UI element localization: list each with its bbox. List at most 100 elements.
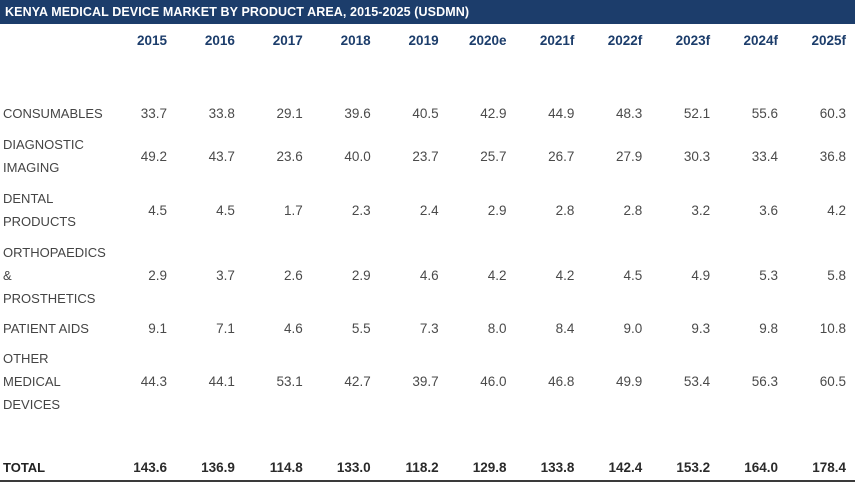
header-row: 2015 2016 2017 2018 2019 2020e 2021f 202… xyxy=(0,24,855,57)
row-label: CONSUMABLES xyxy=(3,105,103,121)
table-cell: 4.5 xyxy=(216,202,235,218)
table-cell: 44.3 xyxy=(140,374,168,389)
table-cell: 56.3 xyxy=(751,374,779,389)
total-cell: 129.8 xyxy=(472,459,507,475)
table-row: OTHER MEDICAL DEVICES 44.3 44.1 53.1 42.… xyxy=(0,343,855,420)
table-cell: 26.7 xyxy=(548,148,575,164)
table-cell: 25.7 xyxy=(480,148,507,164)
table-cell: 39.6 xyxy=(344,105,371,121)
table-cell: 2.9 xyxy=(351,268,371,283)
spacer-row xyxy=(0,420,855,442)
total-cell: 136.9 xyxy=(201,459,235,475)
table-cell: 53.1 xyxy=(276,374,303,389)
row-label: OTHER MEDICAL DEVICES xyxy=(3,351,61,412)
column-header: 2021f xyxy=(539,33,575,48)
table-cell: 44.1 xyxy=(208,374,235,389)
table-cell: 49.2 xyxy=(140,148,168,164)
table-cell: 10.8 xyxy=(819,321,846,336)
total-cell: 133.0 xyxy=(336,459,371,475)
table-cell: 8.0 xyxy=(487,321,507,336)
table-cell: 33.7 xyxy=(140,105,168,121)
table-cell: 5.8 xyxy=(827,268,846,283)
column-header: 2016 xyxy=(204,33,235,48)
column-header: 2017 xyxy=(272,33,303,48)
table-cell: 3.6 xyxy=(759,202,779,218)
table-cell: 23.6 xyxy=(276,148,303,164)
table-cell: 36.8 xyxy=(819,148,846,164)
table-cell: 52.1 xyxy=(683,105,711,121)
table-cell: 43.7 xyxy=(208,148,235,164)
table-cell: 2.3 xyxy=(351,202,371,218)
table-cell: 42.9 xyxy=(480,105,507,121)
table-cell: 2.8 xyxy=(555,202,575,218)
table-cell: 9.3 xyxy=(691,321,711,336)
table-cell: 60.3 xyxy=(819,105,846,121)
table-cell: 2.8 xyxy=(623,202,643,218)
row-label: ORTHOPAEDICS & PROSTHETICS xyxy=(3,245,106,306)
column-header: 2022f xyxy=(607,33,643,48)
table-cell: 4.6 xyxy=(419,268,439,283)
total-cell: 143.6 xyxy=(133,459,168,475)
table-cell: 4.2 xyxy=(487,268,507,283)
table-cell: 2.9 xyxy=(148,268,168,283)
table-cell: 8.4 xyxy=(555,321,575,336)
table-cell: 3.7 xyxy=(216,268,235,283)
table-cell: 33.4 xyxy=(751,148,779,164)
table-cell: 9.8 xyxy=(759,321,779,336)
table-cell: 39.7 xyxy=(412,374,439,389)
column-header: 2018 xyxy=(340,33,371,48)
total-cell: 142.4 xyxy=(608,459,643,475)
market-table: 2015 2016 2017 2018 2019 2020e 2021f 202… xyxy=(0,24,855,492)
table-cell: 5.5 xyxy=(351,321,371,336)
table-cell: 4.2 xyxy=(827,202,846,218)
table-cell: 4.2 xyxy=(555,268,575,283)
spacer-row xyxy=(0,57,855,97)
table-cell: 4.9 xyxy=(691,268,711,283)
table-row: ORTHOPAEDICS & PROSTHETICS 2.9 3.7 2.6 2… xyxy=(0,237,855,314)
total-label: TOTAL xyxy=(3,459,46,475)
table-cell: 40.5 xyxy=(412,105,439,121)
table-cell: 3.2 xyxy=(691,202,711,218)
table-row: CONSUMABLES 33.7 33.8 29.1 39.6 40.5 42.… xyxy=(0,97,855,129)
table-cell: 46.0 xyxy=(480,374,507,389)
table-cell: 4.5 xyxy=(148,202,168,218)
table-cell: 42.7 xyxy=(344,374,371,389)
table-cell: 40.0 xyxy=(344,148,371,164)
table-cell: 27.9 xyxy=(615,148,643,164)
table-cell: 2.4 xyxy=(419,202,439,218)
table-cell: 1.7 xyxy=(284,202,303,218)
total-cell: 164.0 xyxy=(744,459,779,475)
table-cell: 30.3 xyxy=(683,148,711,164)
total-row: TOTAL 143.6 136.9 114.8 133.0 118.2 129.… xyxy=(0,442,855,492)
column-header: 2023f xyxy=(675,33,711,48)
table-cell: 7.3 xyxy=(419,321,439,336)
table-cell: 4.5 xyxy=(623,268,643,283)
column-header: 2025f xyxy=(811,33,846,48)
table-cell: 4.6 xyxy=(284,321,303,336)
total-cell: 178.4 xyxy=(812,459,846,475)
table-cell: 53.4 xyxy=(683,374,711,389)
column-header: 2019 xyxy=(408,33,439,48)
table-cell: 7.1 xyxy=(216,321,235,336)
table-cell: 49.9 xyxy=(615,374,643,389)
table-title: KENYA MEDICAL DEVICE MARKET BY PRODUCT A… xyxy=(0,0,855,24)
table-cell: 9.1 xyxy=(148,321,168,336)
table-row: PATIENT AIDS 9.1 7.1 4.6 5.5 7.3 8.0 8.4… xyxy=(0,314,855,343)
table-cell: 23.7 xyxy=(412,148,439,164)
table-row: DENTAL PRODUCTS 4.5 4.5 1.7 2.3 2.4 2.9 … xyxy=(0,183,855,237)
table-cell: 33.8 xyxy=(208,105,235,121)
row-label: PATIENT AIDS xyxy=(3,321,89,336)
table-cell: 9.0 xyxy=(623,321,643,336)
table-cell: 55.6 xyxy=(751,105,779,121)
table-cell: 44.9 xyxy=(548,105,575,121)
table-cell: 2.9 xyxy=(487,202,507,218)
table-cell: 48.3 xyxy=(615,105,643,121)
header-blank-cell xyxy=(0,24,108,57)
row-label: DENTAL PRODUCTS xyxy=(3,191,76,229)
row-label: DIAGNOSTIC IMAGING xyxy=(3,137,84,175)
column-header: 2024f xyxy=(743,33,779,48)
total-cell: 133.8 xyxy=(540,459,575,475)
table-cell: 5.3 xyxy=(759,268,779,283)
total-cell: 114.8 xyxy=(269,459,303,475)
total-cell: 118.2 xyxy=(405,459,439,475)
